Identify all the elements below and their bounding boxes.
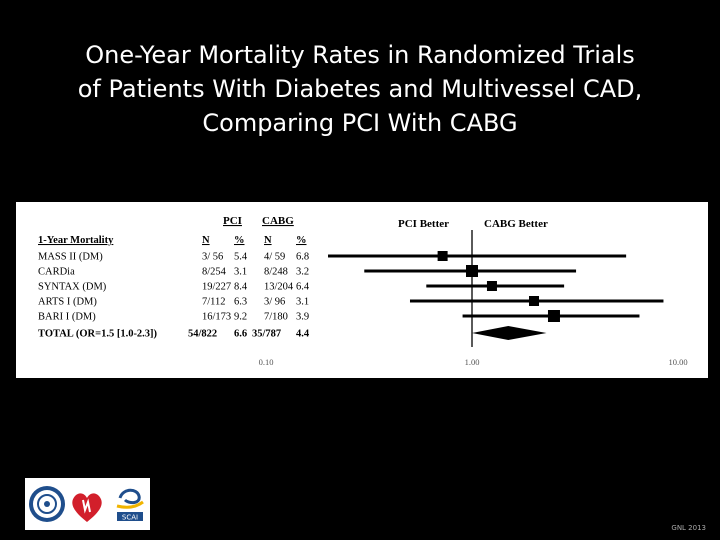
col-pct-pci: % — [234, 235, 245, 246]
cabg-events: 4/ 59 — [264, 252, 285, 263]
total-pci-events: 54/822 — [188, 329, 217, 340]
cabg-events: 13/204 — [264, 282, 294, 293]
cabg-percent: 3.1 — [296, 297, 309, 308]
study-label: BARI I (DM) — [38, 312, 96, 323]
slide-title: One-Year Mortality Rates in Randomized T… — [20, 38, 700, 140]
pci-events: 3/ 56 — [202, 252, 223, 263]
col-pct-cabg: % — [296, 235, 307, 246]
row-header: 1-Year Mortality — [38, 235, 114, 246]
total-cabg-percent: 4.4 — [296, 329, 310, 340]
logo-strip: SCAI — [25, 478, 150, 530]
svg-text:SCAI: SCAI — [122, 514, 138, 522]
study-label: SYNTAX (DM) — [38, 282, 107, 293]
point-estimate-marker — [529, 296, 540, 306]
col-n-pci: N — [202, 235, 210, 246]
total-label: TOTAL (OR=1.5 [1.0-2.3]) — [38, 329, 158, 340]
pci-percent: 9.2 — [234, 312, 247, 323]
header-pci: PCI — [223, 215, 242, 227]
title-line-1: One-Year Mortality Rates in Randomized T… — [85, 41, 635, 69]
aha-heart-icon — [72, 493, 102, 522]
label-pci-better: PCI Better — [398, 218, 449, 230]
footer-credit: GNL 2013 — [671, 524, 706, 532]
point-estimate-marker — [486, 281, 497, 291]
point-estimate-marker — [547, 310, 560, 322]
cabg-events: 7/180 — [264, 312, 288, 323]
total-pci-percent: 6.6 — [234, 329, 247, 340]
col-n-cabg: N — [264, 235, 272, 246]
axis-tick-label: 10.00 — [668, 357, 687, 367]
cabg-events: 8/248 — [264, 267, 288, 278]
summary-diamond — [472, 326, 547, 340]
cabg-percent: 3.2 — [296, 267, 309, 278]
header-cabg: CABG — [262, 215, 294, 227]
acc-seal-icon — [29, 486, 65, 522]
forest-plot: PCI CABG PCI Better CABG Better 1-Year Morta… — [38, 215, 688, 367]
point-estimate-marker — [437, 251, 448, 261]
axis-tick-label: 1.00 — [465, 357, 480, 367]
pci-events: 19/227 — [202, 282, 231, 293]
point-estimate-marker — [466, 265, 478, 277]
pci-percent: 8.4 — [234, 282, 248, 293]
cabg-percent: 6.4 — [296, 282, 310, 293]
pci-percent: 3.1 — [234, 267, 247, 278]
pci-events: 16/173 — [202, 312, 231, 323]
cabg-events: 3/ 96 — [264, 297, 285, 308]
study-label: CARDia — [38, 267, 75, 278]
total-cabg-events: 35/787 — [252, 329, 281, 340]
title-line-2: of Patients With Diabetes and Multivesse… — [77, 75, 643, 103]
pci-percent: 5.4 — [234, 252, 248, 263]
scai-logo-icon: SCAI — [116, 488, 144, 522]
cabg-percent: 3.9 — [296, 312, 309, 323]
title-line-3: Comparing PCI With CABG — [202, 109, 518, 137]
pci-percent: 6.3 — [234, 297, 247, 308]
label-cabg-better: CABG Better — [484, 218, 548, 230]
axis-tick-label: 0.10 — [259, 357, 274, 367]
forest-plot-panel: PCI CABG PCI Better CABG Better 1-Year Morta… — [16, 202, 708, 378]
pci-events: 8/254 — [202, 267, 227, 278]
pci-events: 7/112 — [202, 297, 226, 308]
cabg-percent: 6.8 — [296, 252, 309, 263]
study-label: ARTS I (DM) — [38, 297, 97, 308]
study-label: MASS II (DM) — [38, 252, 103, 263]
